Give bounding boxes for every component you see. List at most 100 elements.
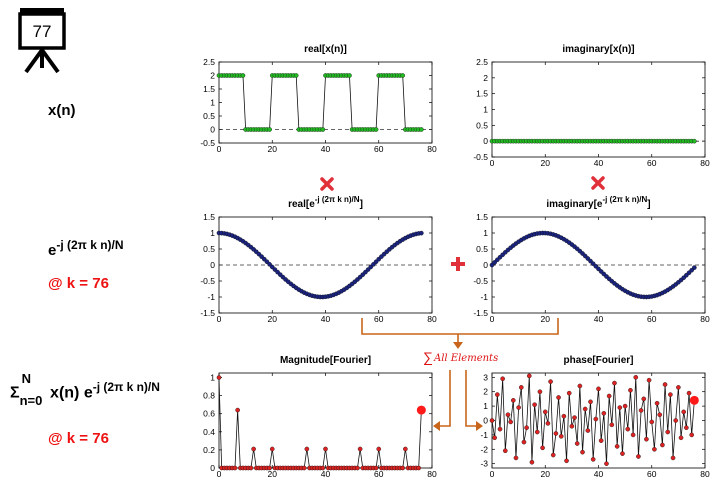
data-point (678, 435, 684, 441)
arrow-head (433, 421, 440, 431)
data-point (419, 127, 424, 132)
data-point (540, 445, 545, 451)
plot-real_e: real[e-j (2π k n)/N] 0 20 40 60 80 -1.5 -1 -0.5 0… (200, 195, 437, 324)
data-point (668, 392, 673, 397)
highlight-point (689, 395, 699, 405)
y-tick-label: 0 (210, 260, 215, 270)
data-point (545, 421, 551, 426)
data-point (641, 396, 647, 402)
x-cross-icon (591, 176, 605, 190)
data-point (489, 418, 495, 423)
plot-title: Magnitude[Fourier] (280, 355, 371, 366)
data-point (652, 446, 657, 452)
data-point (569, 423, 575, 429)
cross-stroke (591, 176, 605, 190)
x-tick-label: 0 (490, 314, 495, 324)
y-tick-label: -0.5 (200, 138, 215, 148)
y-tick-label: 0 (483, 260, 488, 270)
data-point (692, 138, 697, 144)
x-tick-label: 60 (647, 469, 657, 479)
data-point (590, 457, 596, 462)
data-point (320, 127, 326, 132)
y-tick-label: 0 (483, 136, 488, 146)
data-point (596, 386, 601, 392)
data-point (638, 408, 644, 413)
data-point (644, 436, 649, 442)
data-point (684, 425, 689, 430)
x-tick-label: 80 (700, 469, 710, 479)
y-tick-label: 1.5 (203, 84, 215, 94)
arrow-to-magnitude (440, 370, 451, 427)
x-tick-label: 20 (268, 469, 278, 479)
data-point (566, 390, 572, 396)
y-tick-label: -0.5 (200, 276, 215, 286)
signal-label: x(n) (48, 102, 76, 119)
x-cross-icon (320, 177, 334, 191)
summation-arrows (361, 318, 559, 427)
data-point (400, 73, 406, 78)
data-point (673, 418, 679, 423)
y-tick-label: 1.5 (476, 89, 488, 99)
y-tick-label: 1 (210, 373, 215, 383)
y-tick-label: 0 (483, 416, 488, 426)
dft-formula-label: Σ N n=0 x(n) e-j (2π k n)/N (10, 371, 160, 408)
y-tick-label: 1.5 (203, 212, 215, 222)
highlight-point (416, 405, 426, 415)
y-tick-label: -1 (480, 430, 488, 440)
data-point (681, 409, 687, 415)
data-point (692, 265, 697, 270)
data-point (267, 127, 272, 132)
data-point (604, 461, 609, 466)
plot-title: phase[Fourier] (563, 355, 633, 366)
data-point (534, 429, 540, 435)
data-point (248, 465, 254, 471)
data-point (617, 405, 623, 410)
y-tick-label: -1.5 (200, 308, 215, 318)
x-tick-label: 20 (541, 469, 551, 479)
data-point (373, 127, 379, 132)
x-tick-label: 80 (427, 314, 437, 324)
y-tick-label: -3 (480, 459, 488, 469)
y-tick-label: 0.2 (203, 445, 215, 455)
sum-upper-limit: N (21, 371, 31, 387)
data-point (373, 465, 379, 471)
data-point (508, 419, 513, 425)
data-point (251, 446, 256, 452)
data-point (585, 428, 591, 433)
x-tick-label: 40 (594, 158, 604, 168)
data-point (561, 413, 567, 419)
data-point (518, 385, 524, 390)
plot-title: real[x(n)] (304, 44, 347, 55)
plot-phase: phase[Fourier] 0 20 40 60 80 -3 -2 -1 0 1 2 3 (480, 355, 710, 479)
y-tick-label: 1 (483, 228, 488, 238)
basis-label-exponent: -j (2π k n)/N (56, 238, 124, 252)
data-point (347, 73, 352, 78)
data-point (593, 416, 599, 422)
data-point (269, 446, 275, 452)
data-point (542, 409, 548, 415)
data-point (323, 446, 328, 452)
data-point (240, 73, 246, 78)
sum-lower-limit: n=0 (19, 393, 43, 409)
plot-title: imaginary[e-j (2π k n)/N] (546, 195, 650, 210)
data-point (548, 379, 553, 384)
sigma-symbol: Σ (10, 384, 20, 402)
plus-bar (456, 257, 460, 271)
y-tick-label: 2 (483, 387, 488, 397)
data-point (510, 398, 516, 403)
data-point (524, 425, 529, 430)
plot-title-end: ] (360, 199, 363, 210)
data-point (665, 429, 671, 435)
y-tick-label: 1 (483, 401, 488, 411)
x-tick-label: 20 (541, 158, 551, 168)
plot-mag: Magnitude[Fourier] 0 20 40 60 80 0 0.2 0.4 0.6 0.8… (203, 355, 437, 479)
x-tick-label: 0 (217, 314, 222, 324)
y-tick-label: 0.5 (203, 244, 215, 254)
x-tick-label: 80 (427, 469, 437, 479)
data-point (649, 419, 655, 425)
x-tick-label: 60 (374, 469, 384, 479)
data-point (636, 454, 641, 459)
y-tick-label: 2 (483, 73, 488, 83)
y-tick-label: 2.5 (476, 57, 488, 67)
